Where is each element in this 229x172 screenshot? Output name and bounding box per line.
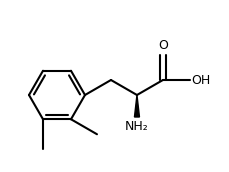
Text: OH: OH — [190, 73, 209, 87]
Text: O: O — [157, 39, 167, 52]
Text: NH₂: NH₂ — [125, 120, 148, 133]
Polygon shape — [134, 95, 139, 117]
